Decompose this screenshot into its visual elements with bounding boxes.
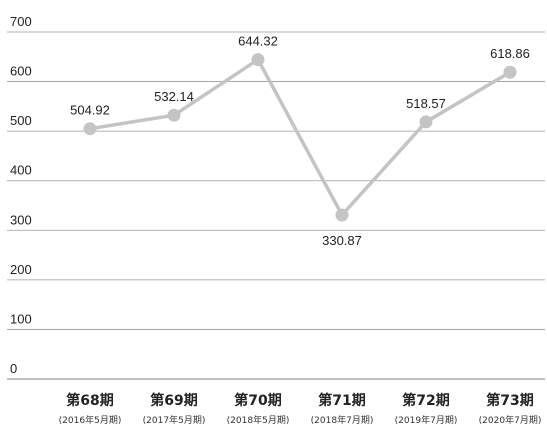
y-tick-label-700: 700 <box>10 14 32 29</box>
x-category-sublabel-4: (2019年7月期) <box>395 414 458 426</box>
x-category-sublabel-0: (2016年5月期) <box>59 414 122 426</box>
data-label-3: 330.87 <box>322 233 362 248</box>
gridlines <box>7 31 545 380</box>
x-category-label-2: 第70期 <box>234 392 281 409</box>
y-tick-label-600: 600 <box>10 64 32 79</box>
x-category-sublabel-2: (2018年5月期) <box>227 414 290 426</box>
data-label-0: 504.92 <box>70 103 110 118</box>
x-category-label-0: 第68期 <box>66 392 113 409</box>
data-label-4: 518.57 <box>406 96 446 111</box>
x-axis-categories: 第68期 (2016年5月期) 第69期 (2017年5月期) 第70期 (2018年5月… <box>59 392 542 426</box>
data-label-2: 644.32 <box>238 34 278 49</box>
y-tick-label-100: 100 <box>10 311 32 326</box>
x-category-sublabel-1: (2017年5月期) <box>143 414 206 426</box>
series-line <box>88 57 512 217</box>
x-category-label-4: 第72期 <box>402 392 449 409</box>
y-tick-label-400: 400 <box>10 163 32 178</box>
data-label-5: 618.86 <box>490 46 530 61</box>
x-category-label-1: 第69期 <box>150 392 197 409</box>
x-category-label-3: 第71期 <box>318 392 365 409</box>
y-tick-label-0: 0 <box>10 361 17 376</box>
x-category-sublabel-5: (2020年7月期) <box>479 414 542 426</box>
data-point-0 <box>83 122 97 136</box>
data-point-1 <box>167 108 181 122</box>
data-label-1: 532.14 <box>154 89 194 104</box>
data-point-5 <box>503 65 517 79</box>
y-tick-label-300: 300 <box>10 212 32 227</box>
marker-layer <box>83 53 517 222</box>
x-category-label-5: 第73期 <box>486 392 533 409</box>
data-point-2 <box>251 53 265 67</box>
data-label-layer: 504.92 532.14 644.32 330.87 518.57 618.86 <box>70 34 530 248</box>
x-category-sublabel-3: (2018年7月期) <box>311 414 374 426</box>
y-axis-ticks: 0 100 200 300 400 500 600 700 <box>10 14 32 376</box>
y-tick-label-500: 500 <box>10 113 32 128</box>
series-line-layer <box>88 57 512 217</box>
y-tick-label-200: 200 <box>10 262 32 277</box>
data-point-3 <box>335 208 349 222</box>
data-point-4 <box>419 115 433 129</box>
